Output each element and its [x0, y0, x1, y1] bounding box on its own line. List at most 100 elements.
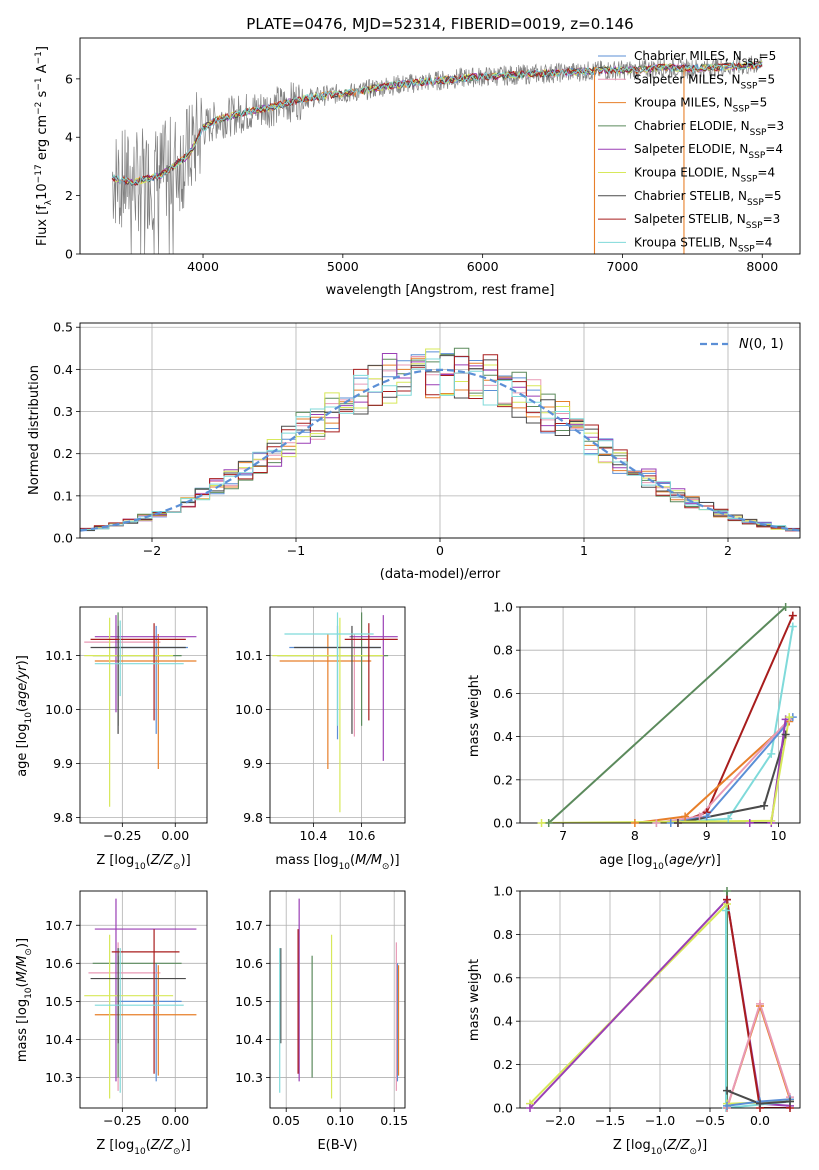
x-tick-label: 0.15 — [380, 1113, 408, 1128]
legend-entry: Salpeter ELODIE, NSSP=4 — [634, 142, 783, 161]
x-tick-label: 6000 — [467, 259, 499, 274]
y-tick-label: 0.6 — [493, 686, 513, 701]
x-tick-label: 7 — [559, 828, 567, 843]
weight-marker-salpeter-elodie — [526, 1104, 534, 1112]
y-tick-label: 0.8 — [493, 643, 513, 658]
x-tick-label: −2 — [143, 543, 161, 558]
axes-frame — [269, 890, 406, 1109]
y-tick-label: 0.3 — [53, 404, 73, 419]
weight-line-salpeter-elodie — [749, 719, 787, 823]
x-tick-label: 10 — [771, 828, 787, 843]
frame: 4000 5000 6000 7000 8000 0 2 4 6 wavelength [Angs… — [34, 37, 801, 298]
plot-area — [111, 53, 763, 254]
x-tick-label: 0 — [436, 543, 444, 558]
axes-frame — [79, 322, 801, 539]
y-tick-label: 2 — [65, 188, 73, 203]
y-tick-label: 0.0 — [493, 1101, 513, 1116]
y-tick-label: 10.1 — [235, 648, 263, 663]
grid — [520, 606, 800, 824]
weight-marker-chabrier-elodie — [544, 819, 553, 827]
grid — [270, 891, 405, 1108]
x-tick-label: 7000 — [607, 259, 639, 274]
y-axis-label: Normed distribution — [27, 365, 42, 495]
panel-mass-vs-Z: −0.25 0.00 10.3 10.4 10.5 10.6 10.7 Z [log10(Z/… — [15, 890, 208, 1157]
panel-residuals: −2 −1 0 1 2 0.0 0.1 0.2 0.3 0.4 0.5 N(0, 1) (data-mo… — [27, 320, 801, 582]
weight-line-chabrier-elodie — [548, 607, 787, 823]
weight-line-kroupa-stelib — [656, 626, 794, 823]
weight-line-salpeter-stelib — [726, 899, 790, 1108]
y-tick-label: 10.0 — [235, 702, 263, 717]
weight-marker-chabrier-stelib — [723, 1086, 731, 1095]
weight-marker-kroupa-stelib — [788, 622, 797, 631]
y-tick-label: 10.1 — [45, 648, 73, 663]
weight-marker-salpeter-stelib — [723, 895, 731, 904]
y-tick-label: 4 — [65, 130, 73, 145]
figure-title: PLATE=0476, MJD=52314, FIBERID=0019, z=0… — [246, 15, 633, 33]
y-tick-label: 0.2 — [53, 446, 73, 461]
x-tick-label: 9 — [703, 828, 711, 843]
weight-marker-salpeter-stelib — [788, 611, 797, 620]
y-tick-label: 10.5 — [235, 994, 263, 1009]
y-axis-label: age [log10(age/yr)] — [15, 655, 34, 777]
y-tick-label: 0.0 — [493, 816, 513, 831]
y-tick-label: 10.5 — [45, 994, 73, 1009]
y-tick-label: 0.2 — [493, 772, 513, 787]
x-axis-label: wavelength [Angstrom, rest frame] — [326, 283, 555, 298]
legend-entry: Kroupa MILES, NSSP=5 — [634, 96, 767, 115]
y-axis-label: Flux [fλ10−17 erg cm−2 s−1 A−1] — [34, 46, 54, 246]
frame: 10.4 10.6 9.8 9.9 10.0 10.1 mass [log10(M/M⊙)] — [235, 606, 406, 872]
y-tick-label: 10.3 — [45, 1070, 73, 1085]
weight-line-salpeter-miles — [656, 718, 790, 823]
x-tick-label: 0.00 — [161, 1113, 189, 1128]
weight-marker-kroupa-stelib — [767, 749, 776, 758]
y-tick-label: 0.4 — [493, 729, 513, 744]
y-axis-label: mass weight — [467, 959, 482, 1041]
plot-area — [541, 607, 794, 823]
weight-marker-salpeter-elodie — [745, 819, 754, 827]
weight-marker-salpeter-miles — [695, 812, 704, 821]
axes-frame — [269, 606, 406, 824]
plot-area — [272, 612, 398, 813]
x-tick-label: 10.6 — [348, 828, 376, 843]
legend-entry: Salpeter STELIB, NSSP=3 — [634, 212, 780, 231]
y-tick-label: 10.4 — [45, 1032, 73, 1047]
legend-entry: Chabrier STELIB, NSSP=5 — [634, 189, 782, 208]
y-tick-label: 10.6 — [235, 956, 263, 971]
axes-frame — [79, 606, 208, 824]
axes-frame — [519, 890, 801, 1109]
weight-marker-chabrier-miles — [666, 819, 675, 827]
x-tick-label: −0.25 — [103, 828, 141, 843]
plot-area — [84, 898, 197, 1099]
gaussian-curve — [80, 368, 800, 532]
weight-marker-chabrier-stelib — [786, 1097, 794, 1106]
frame: −2 −1 0 1 2 0.0 0.1 0.2 0.3 0.4 0.5 N(0, 1) (data-mo… — [27, 320, 801, 582]
axes-frame — [519, 606, 801, 824]
panel-age-vs-Z: −0.25 0.00 9.8 9.9 10.0 10.1 Z [log10(Z/Z⊙)] ag… — [15, 606, 208, 872]
y-tick-label: 0.1 — [53, 488, 73, 503]
weight-marker-chabrier-stelib — [673, 819, 682, 827]
y-tick-label: 1.0 — [493, 600, 513, 615]
y-tick-label: 0.4 — [493, 1014, 513, 1029]
weight-marker-kroupa-miles — [681, 812, 690, 821]
y-tick-label: 0 — [65, 247, 73, 262]
weight-marker-kroupa-miles — [630, 819, 639, 827]
legend-entry: Salpeter MILES, NSSP=5 — [634, 72, 775, 91]
weight-marker-kroupa-elodie — [767, 816, 776, 825]
y-tick-label: 6 — [65, 71, 73, 86]
y-tick-label: 0.8 — [493, 927, 513, 942]
y-tick-label: 0.6 — [493, 970, 513, 985]
y-tick-label: 10.7 — [45, 918, 73, 933]
plot-area — [84, 612, 197, 807]
y-tick-label: 1.0 — [493, 884, 513, 899]
y-tick-label: 10.3 — [235, 1070, 263, 1085]
legend-entry: Kroupa STELIB, NSSP=4 — [634, 235, 772, 254]
weight-marker-salpeter-miles — [756, 999, 764, 1008]
y-tick-label: 0.0 — [53, 531, 73, 546]
x-tick-label: 2 — [724, 543, 732, 558]
frame: −0.25 0.00 10.3 10.4 10.5 10.6 10.7 Z [log10(Z/… — [15, 890, 208, 1157]
grid — [80, 607, 207, 823]
x-tick-label: 5000 — [327, 259, 359, 274]
panel-spectrum: 4000 5000 6000 7000 8000 0 2 4 6 wavelength [Angs… — [34, 37, 801, 298]
y-tick-label: 0.4 — [53, 362, 73, 377]
